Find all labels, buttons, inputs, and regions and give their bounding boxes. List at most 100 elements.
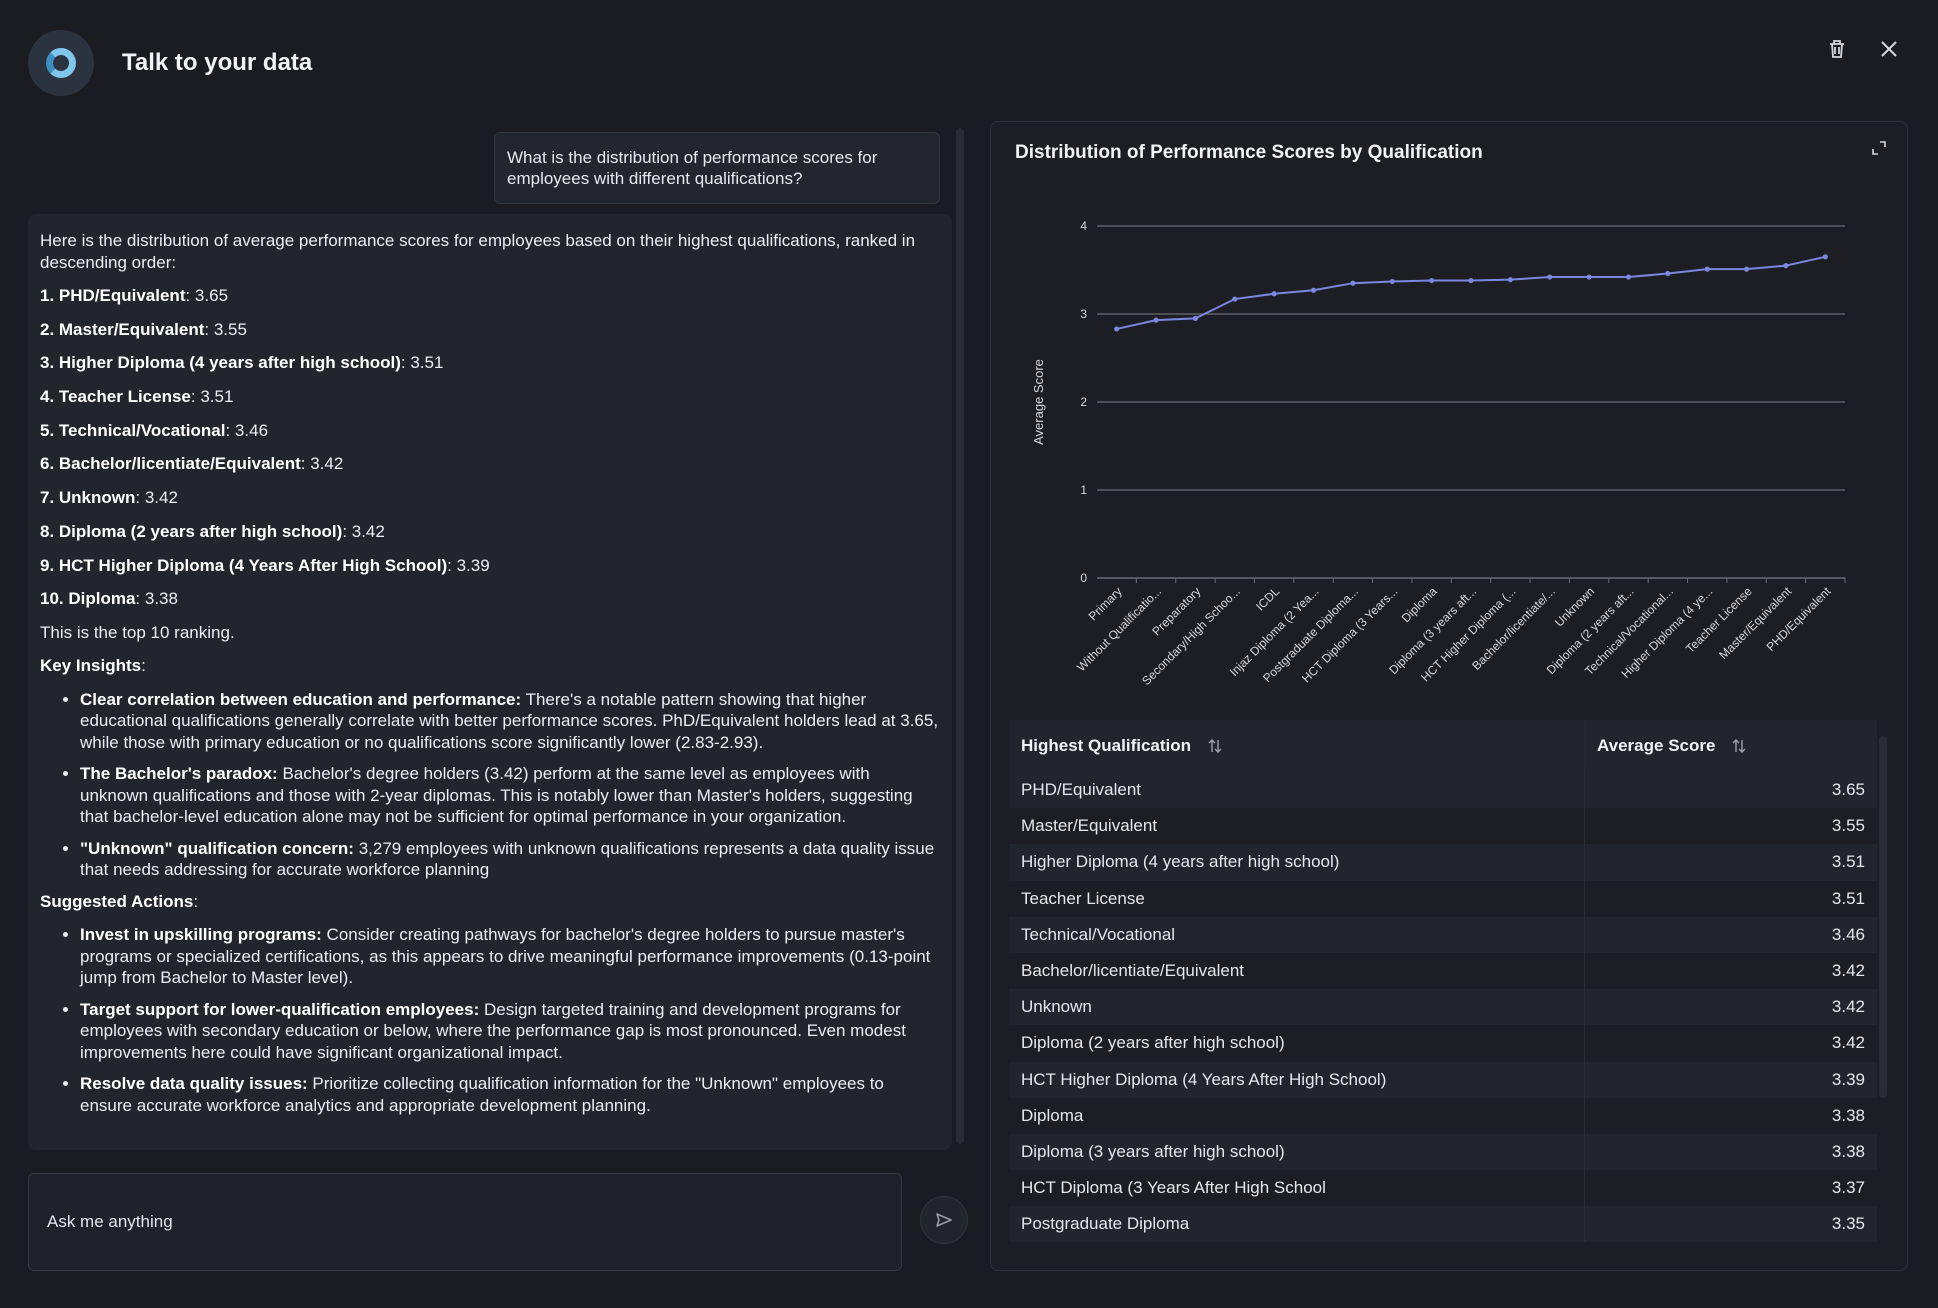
chat-input[interactable] — [47, 1212, 883, 1232]
table-row[interactable]: Diploma (3 years after high school) 3.38 — [1009, 1133, 1877, 1171]
score-cell: 3.51 — [1831, 852, 1865, 872]
y-tick-label: 1 — [1080, 483, 1087, 497]
action-item: Invest in upskilling programs: Consider … — [80, 924, 940, 989]
col-header-qualification[interactable]: Highest Qualification — [1009, 720, 1585, 772]
score-cell: 3.42 — [1831, 961, 1865, 981]
app-logo — [28, 30, 94, 96]
chat-scrollbar[interactable] — [956, 128, 964, 1144]
ranking-item: 3. Higher Diploma (4 years after high sc… — [40, 353, 444, 373]
series-line — [1116, 255, 1826, 330]
y-tick-label: 4 — [1080, 219, 1087, 233]
app-header: Talk to your data — [28, 30, 312, 96]
table-row[interactable]: Bachelor/licentiate/Equivalent 3.42 — [1009, 952, 1877, 990]
table-header: Highest Qualification Average Score — [1009, 720, 1877, 772]
qualification-cell: Diploma (2 years after high school) — [1009, 1025, 1585, 1062]
score-cell: 3.51 — [1831, 888, 1865, 908]
expand-icon[interactable] — [1871, 140, 1891, 160]
table-row[interactable]: Master/Equivalent 3.55 — [1009, 808, 1877, 845]
close-icon[interactable] — [1876, 36, 1902, 62]
table-row[interactable]: Technical/Vocational 3.46 — [1009, 916, 1877, 953]
table-row[interactable]: PHD/Equivalent 3.65 — [1009, 772, 1877, 809]
send-button[interactable] — [920, 1196, 968, 1244]
data-point — [1547, 274, 1553, 280]
y-axis-label: Average Score — [1031, 359, 1046, 445]
qualification-cell: Higher Diploma (4 years after high schoo… — [1009, 844, 1585, 881]
table-row[interactable]: Higher Diploma (4 years after high schoo… — [1009, 844, 1877, 881]
ranking-item: 4. Teacher License: 3.51 — [40, 387, 234, 407]
ranking-item: 6. Bachelor/licentiate/Equivalent: 3.42 — [40, 454, 344, 474]
score-cell: 3.42 — [1831, 1033, 1865, 1053]
data-point — [1153, 317, 1159, 323]
top-actions — [1824, 36, 1902, 62]
qualification-cell: HCT Higher Diploma (4 Years After High S… — [1009, 1061, 1585, 1098]
data-point — [1743, 266, 1750, 272]
data-point — [1114, 326, 1120, 332]
ranking-item: 7. Unknown: 3.42 — [40, 488, 178, 508]
ranking-item: 2. Master/Equivalent: 3.55 — [40, 319, 247, 339]
table-body: PHD/Equivalent 3.65 Master/Equivalent 3.55 H… — [1009, 772, 1877, 1243]
qualification-cell: Diploma (3 years after high school) — [1009, 1133, 1585, 1171]
sort-icon — [1732, 739, 1746, 753]
insight-item: Clear correlation between education and … — [80, 689, 940, 754]
panel-title: Distribution of Performance Scores by Qu… — [1015, 142, 1483, 163]
table-row[interactable]: Unknown 3.42 — [1009, 989, 1877, 1026]
data-point — [1625, 274, 1632, 280]
action-item: Resolve data quality issues: Prioritize … — [80, 1073, 940, 1116]
chat-input-box[interactable] — [28, 1173, 902, 1271]
qualification-cell: Diploma — [1009, 1097, 1585, 1134]
trash-icon[interactable] — [1824, 36, 1850, 62]
data-point — [1310, 287, 1317, 293]
table-row[interactable]: Postgraduate Diploma 3.35 — [1009, 1206, 1877, 1243]
x-tick-label: Primary — [1086, 584, 1125, 623]
actions-list: Invest in upskilling programs: Consider … — [80, 924, 940, 1116]
data-point — [1389, 278, 1395, 285]
table-scrollbar[interactable] — [1879, 736, 1887, 1098]
qualification-cell: HCT Diploma (3 Years After High School — [1009, 1170, 1585, 1207]
data-point — [1192, 315, 1199, 321]
data-point — [1468, 277, 1474, 284]
data-point — [1665, 270, 1671, 277]
score-cell: 3.46 — [1831, 924, 1865, 944]
y-tick-label: 2 — [1080, 395, 1087, 409]
qualification-cell: Bachelor/licentiate/Equivalent — [1009, 952, 1585, 990]
score-cell: 3.38 — [1831, 1141, 1865, 1161]
data-point — [1350, 280, 1356, 286]
table-row[interactable]: HCT Diploma (3 Years After High School 3.… — [1009, 1170, 1877, 1207]
insights-heading: Key Insights: — [40, 656, 146, 676]
qualification-cell: Postgraduate Diploma — [1009, 1206, 1585, 1243]
y-tick-label: 0 — [1080, 571, 1087, 585]
insight-item: "Unknown" qualification concern: 3,279 e… — [80, 838, 940, 881]
score-cell: 3.39 — [1831, 1069, 1865, 1089]
data-point — [1704, 266, 1710, 272]
ranking-note: This is the top 10 ranking. — [40, 622, 235, 642]
table-row[interactable]: HCT Higher Diploma (4 Years After High S… — [1009, 1061, 1877, 1098]
qualification-cell: Unknown — [1009, 989, 1585, 1026]
score-cell: 3.37 — [1831, 1178, 1865, 1198]
qualification-cell: Technical/Vocational — [1009, 916, 1585, 953]
table-row[interactable]: Diploma 3.38 — [1009, 1097, 1877, 1134]
user-message: What is the distribution of performance … — [494, 132, 940, 204]
sort-icon — [1208, 739, 1222, 753]
action-item: Target support for lower-qualification e… — [80, 999, 940, 1064]
answer-intro: Here is the distribution of average perf… — [40, 231, 916, 272]
results-table: Highest Qualification Average Score PHD/… — [1009, 720, 1877, 1270]
send-icon — [936, 1213, 952, 1227]
table-row[interactable]: Teacher License 3.51 — [1009, 880, 1877, 917]
x-tick-label: Master/Equivalent — [1716, 584, 1794, 662]
actions-heading: Suggested Actions: — [40, 891, 199, 911]
score-cell: 3.38 — [1831, 1105, 1865, 1125]
qualification-cell: PHD/Equivalent — [1009, 772, 1585, 809]
results-panel: Distribution of Performance Scores by Qu… — [990, 121, 1908, 1271]
assistant-answer: Here is the distribution of average perf… — [28, 214, 952, 1150]
insights-list: Clear correlation between education and … — [80, 689, 940, 881]
ranking-list: 1. PHD/Equivalent: 3.65 2. Master/Equival… — [40, 285, 940, 610]
data-point — [1822, 254, 1828, 260]
score-cell: 3.42 — [1831, 997, 1865, 1017]
ranking-item: 9. HCT Higher Diploma (4 Years After Hig… — [40, 555, 490, 575]
data-point — [1586, 274, 1592, 280]
table-row[interactable]: Diploma (2 years after high school) 3.42 — [1009, 1025, 1877, 1062]
ranking-item: 5. Technical/Vocational: 3.46 — [40, 420, 269, 440]
insight-item: The Bachelor's paradox: Bachelor's degre… — [80, 763, 940, 828]
ranking-item: 8. Diploma (2 years after high school): … — [40, 521, 385, 541]
col-header-score[interactable]: Average Score — [1585, 720, 1877, 772]
